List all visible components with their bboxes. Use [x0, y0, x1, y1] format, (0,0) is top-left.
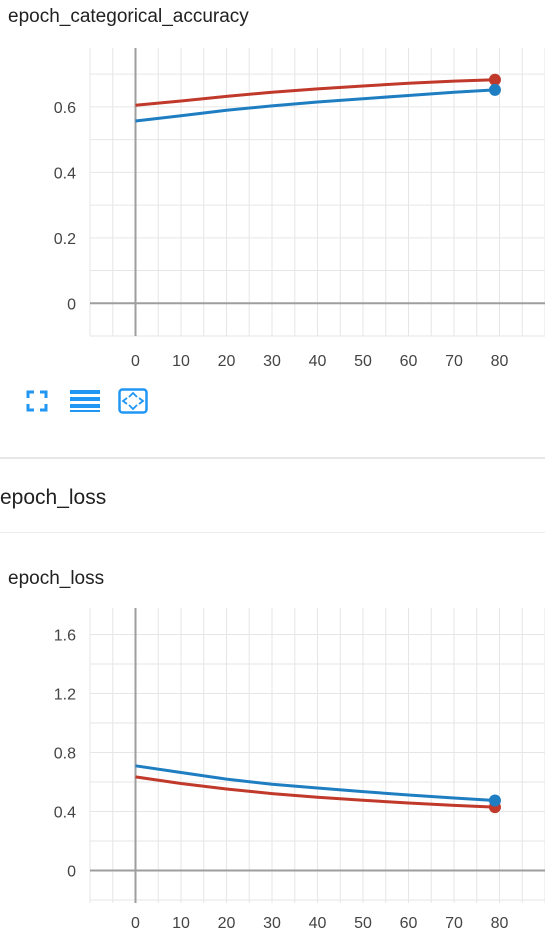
acc-series-endpoint-1 — [488, 83, 501, 96]
chart-toolbar — [22, 385, 148, 417]
acc-x-tick-label: 30 — [263, 353, 281, 370]
section-title[interactable]: epoch_loss — [0, 486, 107, 509]
loss-y-tick-label: 1.6 — [54, 628, 76, 645]
accuracy-chart: 0 0.2 0.4 0.6 0 10 20 30 40 50 60 70 80 — [54, 48, 545, 370]
loss-y-tick-label: 1.2 — [54, 687, 76, 704]
acc-y-tick-label: 0.4 — [54, 165, 76, 182]
loss-x-tick-label: 30 — [263, 915, 281, 932]
menu-lines-icon[interactable] — [70, 386, 100, 416]
loss-x-tick-label: 10 — [172, 915, 190, 932]
loss-chart-title: epoch_loss — [8, 568, 105, 589]
acc-x-tick-label: 60 — [400, 353, 418, 370]
fit-domain-icon[interactable] — [118, 386, 148, 416]
acc-x-tick-label: 80 — [491, 353, 509, 370]
loss-series-endpoint-1 — [488, 794, 501, 807]
loss-y-tick-label: 0.8 — [54, 746, 76, 763]
acc-series-line-1 — [135, 88, 495, 123]
acc-y-tick-label: 0.6 — [54, 100, 76, 117]
acc-x-tick-label: 10 — [172, 353, 190, 370]
loss-series-line-0 — [135, 775, 495, 809]
section-header-divider — [0, 532, 545, 533]
acc-y-tick-label: 0 — [67, 296, 76, 313]
loss-y-tick-label: 0 — [67, 864, 76, 881]
loss-x-tick-label: 20 — [218, 915, 236, 932]
loss-x-tick-label: 80 — [491, 915, 509, 932]
section-divider — [0, 457, 545, 459]
acc-x-tick-label: 70 — [445, 353, 463, 370]
acc-x-tick-label: 0 — [131, 353, 140, 370]
acc-x-tick-label: 20 — [218, 353, 236, 370]
loss-x-tick-label: 0 — [131, 915, 140, 932]
loss-y-tick-label: 0.4 — [54, 805, 76, 822]
accuracy-chart-title: epoch_categorical_accuracy — [8, 6, 249, 27]
loss-x-tick-label: 70 — [445, 915, 463, 932]
loss-x-tick-label: 50 — [354, 915, 372, 932]
acc-series-line-0 — [135, 78, 495, 107]
loss-x-tick-label: 40 — [309, 915, 327, 932]
acc-x-tick-label: 50 — [354, 353, 372, 370]
loss-series-line-1 — [135, 764, 495, 802]
acc-x-tick-label: 40 — [309, 353, 327, 370]
acc-series-endpoint-0 — [488, 73, 501, 86]
loss-x-tick-label: 60 — [400, 915, 418, 932]
fit-screen-icon[interactable] — [22, 386, 52, 416]
acc-y-tick-label: 0.2 — [54, 231, 76, 248]
